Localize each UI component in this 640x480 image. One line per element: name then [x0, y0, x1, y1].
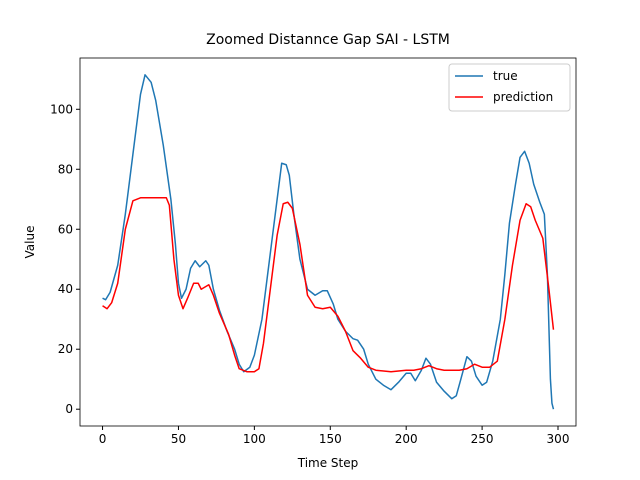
- x-tick-label: 0: [99, 432, 107, 446]
- data-line: [102, 197, 555, 373]
- y-tick-label: 60: [58, 222, 73, 236]
- y-tick-label: 0: [65, 402, 73, 416]
- chart-title: Zoomed Distannce Gap SAI - LSTM: [206, 32, 450, 48]
- y-tick-label: 20: [58, 342, 73, 356]
- x-tick-label: 100: [243, 432, 266, 446]
- axes-frame: [79, 57, 577, 427]
- y-tick-label: 40: [58, 282, 73, 296]
- legend-label: prediction: [493, 90, 553, 104]
- x-tick-label: 50: [171, 432, 186, 446]
- x-tick-label: 300: [547, 432, 570, 446]
- y-tick-label: 100: [50, 102, 73, 116]
- y-tick-label: 80: [58, 162, 73, 176]
- legend-label: true: [493, 69, 518, 83]
- x-tick-label: 250: [471, 432, 494, 446]
- data-line: [102, 74, 555, 410]
- x-axis-label: Time Step: [297, 456, 359, 470]
- x-tick-label: 200: [395, 432, 418, 446]
- y-axis-label: Value: [23, 226, 37, 259]
- x-tick-label: 150: [319, 432, 342, 446]
